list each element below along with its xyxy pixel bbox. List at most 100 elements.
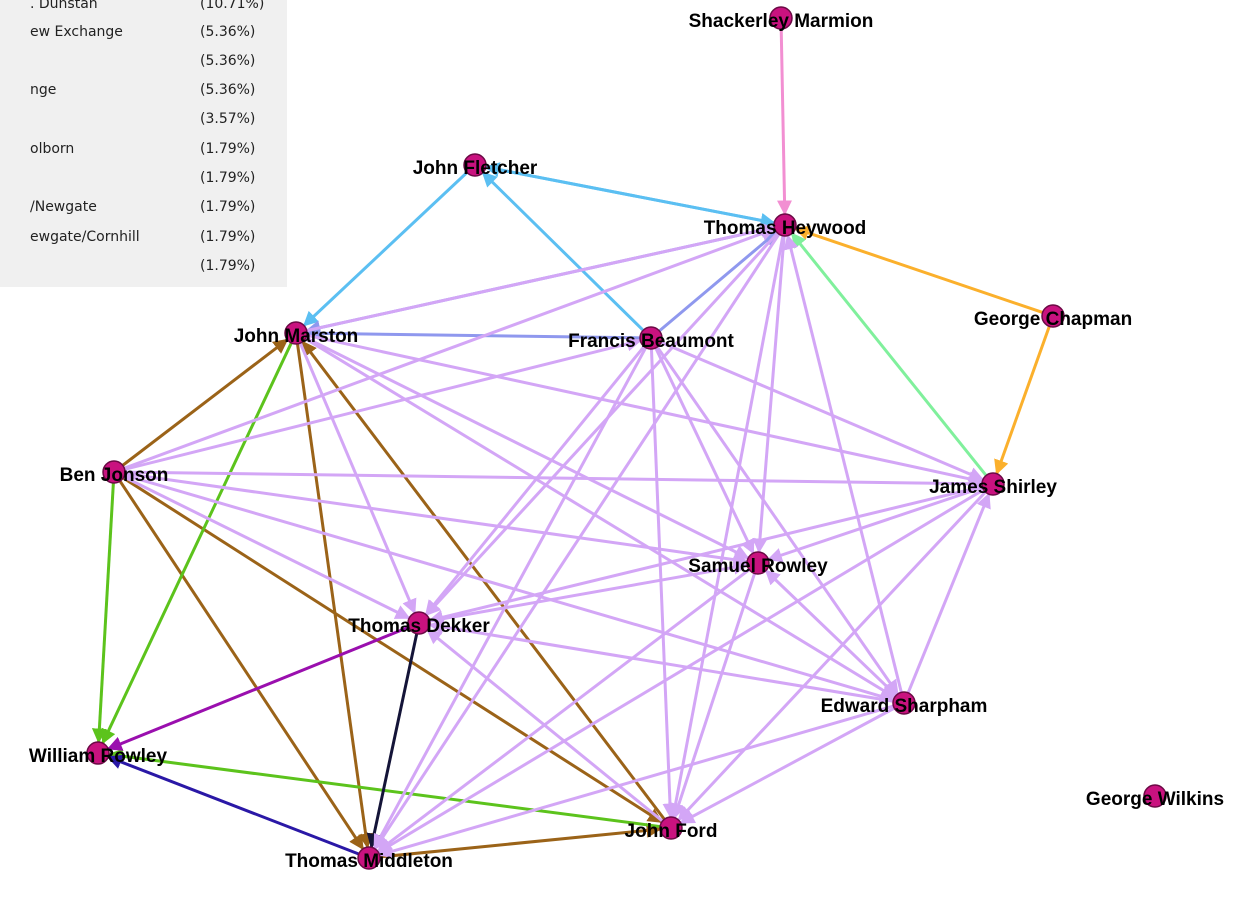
- node-label: Samuel Rowley: [688, 556, 828, 577]
- edge: [906, 492, 991, 694]
- legend-row: (3.57%): [0, 111, 287, 131]
- legend-row: . Dunstan (10.71%): [0, 0, 287, 16]
- node: [86, 741, 110, 765]
- legend-row: /Newgate (1.79%): [0, 199, 287, 219]
- edge: [91, 482, 115, 744]
- edge: [101, 342, 293, 745]
- node: [463, 153, 487, 177]
- legend-label: /Newgate: [30, 199, 97, 215]
- legend-label: ewgate/Cornhill: [30, 229, 140, 245]
- edge: [671, 572, 756, 819]
- edge: [298, 342, 417, 615]
- edge: [793, 225, 1044, 314]
- node: [1041, 304, 1065, 328]
- edge: [484, 162, 775, 225]
- node-label: Francis Beaumont: [568, 331, 734, 352]
- legend-label: ew Exchange: [30, 24, 123, 40]
- legend-row: (5.36%): [0, 53, 287, 73]
- legend-share: (1.79%): [200, 170, 256, 186]
- edge: [306, 222, 776, 333]
- edge: [378, 704, 894, 859]
- edge: [376, 568, 751, 853]
- node: [746, 551, 770, 575]
- node-label: Shackerley Marmion: [689, 11, 874, 32]
- edge: [660, 340, 985, 482]
- legend-share: (1.79%): [200, 141, 256, 157]
- node: [102, 460, 126, 484]
- node: [892, 691, 916, 715]
- node: [659, 816, 683, 840]
- node: [773, 213, 797, 237]
- edge: [106, 754, 360, 856]
- edge: [124, 336, 642, 471]
- legend-panel: . Dunstan (10.71%) ew Exchange (5.36%) (5.36…: [0, 0, 287, 287]
- legend-share: (1.79%): [200, 199, 256, 215]
- node: [639, 326, 663, 350]
- legend-row: olborn (1.79%): [0, 141, 287, 161]
- node-label: Thomas Heywood: [704, 218, 867, 239]
- legend-label: nge: [30, 82, 57, 98]
- edge: [123, 226, 777, 470]
- edge: [426, 628, 664, 823]
- legend-share: (3.57%): [200, 111, 256, 127]
- legend-share: (1.79%): [200, 229, 256, 245]
- edge: [302, 171, 469, 327]
- edge: [296, 343, 374, 849]
- node-label: Thomas Middleton: [285, 851, 453, 872]
- edge: [429, 559, 749, 623]
- edge: [304, 337, 896, 699]
- edge: [122, 476, 663, 824]
- legend-share: (5.36%): [200, 82, 256, 98]
- node-label: Edward Sharpham: [821, 696, 988, 717]
- edge: [124, 472, 749, 567]
- node: [1143, 784, 1167, 808]
- node-label: John Ford: [625, 821, 718, 842]
- legend-label: . Dunstan: [30, 0, 98, 12]
- edge: [306, 333, 984, 487]
- legend-row: (1.79%): [0, 258, 287, 278]
- edge: [425, 232, 779, 617]
- edge: [121, 338, 289, 467]
- node: [407, 611, 431, 635]
- edge: [656, 346, 899, 696]
- edge: [649, 348, 678, 819]
- legend-row: ewgate/Cornhill (1.79%): [0, 229, 287, 249]
- legend-row: nge (5.36%): [0, 82, 287, 102]
- edge: [677, 491, 987, 822]
- edge: [654, 347, 755, 555]
- node-label: George Chapman: [974, 309, 1132, 330]
- edge: [481, 171, 645, 332]
- node-label: Ben Jonson: [60, 465, 169, 486]
- legend-row: ew Exchange (5.36%): [0, 24, 287, 44]
- edge: [379, 822, 662, 859]
- edge: [373, 233, 781, 851]
- edge: [752, 235, 786, 554]
- node-label: John Fletcher: [413, 158, 538, 179]
- node-label: William Rowley: [29, 746, 168, 767]
- edge: [767, 486, 984, 563]
- edge: [777, 28, 793, 216]
- edge: [658, 230, 778, 333]
- node: [284, 321, 308, 345]
- edge: [305, 325, 641, 341]
- edge: [424, 345, 646, 616]
- edge: [124, 473, 895, 704]
- node-label: James Shirley: [929, 477, 1057, 498]
- node-label: Thomas Dekker: [348, 616, 490, 637]
- edge: [428, 485, 983, 625]
- node: [981, 472, 1005, 496]
- node-label: John Marston: [234, 326, 359, 347]
- edge: [106, 625, 410, 751]
- edge: [372, 346, 648, 850]
- edge: [366, 633, 419, 849]
- legend-share: (5.36%): [200, 53, 256, 69]
- legend-share: (10.71%): [200, 0, 265, 12]
- legend-row: (1.79%): [0, 170, 287, 190]
- edge: [118, 480, 365, 851]
- legend-share: (1.79%): [200, 258, 256, 274]
- edge: [679, 706, 896, 825]
- edge: [123, 475, 411, 620]
- edge: [790, 232, 988, 477]
